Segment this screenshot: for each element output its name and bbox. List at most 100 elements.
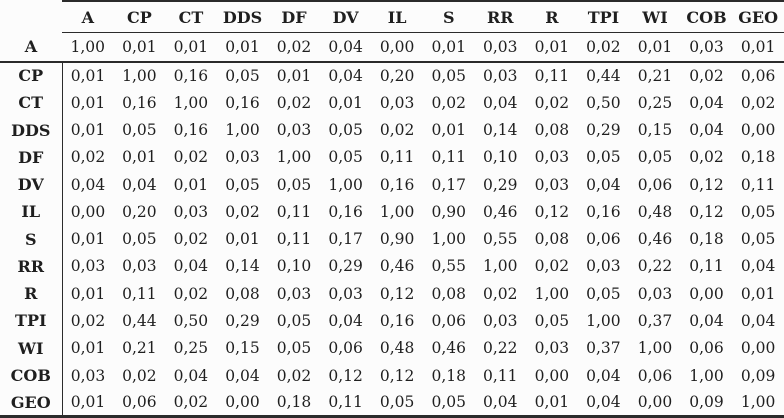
cell-il-r: 0,12 [534, 202, 570, 221]
cell-s-dv: 0,17 [328, 230, 363, 249]
cell-dds-il: 0,02 [379, 121, 415, 139]
cell-ct-wi: 0,25 [637, 93, 673, 112]
cell-df-r: 0,03 [534, 148, 570, 167]
cell-dv-cp: 0,04 [122, 175, 157, 194]
cell-wi-df: 0,05 [276, 339, 312, 358]
table-row-r: R 0,01 0,11 0,02 0,08 0,03 0,03 0,12 0,08 0,02 1,0… [0, 280, 784, 308]
row-header-a: A [0, 32, 62, 63]
column-header-a: A [62, 0, 114, 33]
cell-ct-dds: 0,16 [225, 93, 260, 112]
cell-cp-rr: 0,03 [483, 66, 518, 85]
row-header-cob: COB [0, 361, 63, 390]
cell-s-wi: 0,46 [637, 230, 673, 249]
cell-rr-dds: 0,14 [225, 257, 260, 276]
cell-dv-il: 0,16 [379, 175, 415, 194]
cell-rr-cob: 0,11 [689, 257, 724, 276]
cell-dds-geo: 0,00 [740, 121, 776, 139]
cell-dds-ct: 0,16 [173, 121, 209, 139]
cell-cob-cp: 0,02 [122, 366, 157, 385]
cell-r-ct: 0,02 [173, 284, 209, 303]
cell-tpi-cp: 0,44 [122, 311, 157, 330]
cell-a-cob: 0,03 [680, 32, 733, 63]
cell-df-cp: 0,01 [122, 148, 157, 167]
cell-ct-df: 0,02 [276, 93, 312, 112]
cell-r-geo: 0,01 [740, 284, 776, 303]
cell-cp-geo: 0,06 [740, 66, 776, 85]
cell-df-wi: 0,05 [637, 148, 673, 167]
row-header-tpi: TPI [0, 307, 63, 335]
cell-rr-df: 0,10 [276, 257, 312, 276]
cell-ct-s: 0,02 [431, 93, 466, 112]
cell-s-tpi: 0,06 [586, 230, 621, 249]
column-header-wi: WI [629, 0, 681, 33]
cell-dds-cob: 0,04 [689, 121, 724, 139]
cell-r-tpi: 0,05 [586, 284, 621, 303]
cell-ct-a: 0,01 [70, 93, 106, 112]
table-row-rr: RR 0,03 0,03 0,04 0,14 0,10 0,29 0,46 0,55 1,00 0,… [0, 252, 784, 281]
cell-cob-s: 0,18 [431, 366, 466, 385]
cell-df-ct: 0,02 [173, 148, 209, 167]
cell-r-a: 0,01 [70, 284, 106, 303]
column-header-dv: DV [319, 0, 372, 33]
cell-il-a: 0,00 [70, 202, 106, 221]
cell-dv-dv: 1,00 [328, 175, 363, 194]
cell-geo-df: 0,18 [268, 389, 320, 418]
cell-cob-df: 0,02 [276, 366, 312, 385]
cell-wi-tpi: 0,37 [586, 339, 621, 358]
cell-r-il: 0,12 [379, 284, 415, 303]
cell-tpi-df: 0,05 [276, 311, 312, 330]
row-header-cp: CP [0, 61, 63, 90]
cell-ct-dv: 0,01 [328, 93, 363, 112]
cell-dds-df: 0,03 [276, 121, 312, 139]
cell-wi-r: 0,03 [534, 339, 570, 358]
row-header-dv: DV [0, 170, 63, 199]
cell-il-geo: 0,05 [740, 202, 776, 221]
cell-ct-cob: 0,04 [689, 93, 724, 112]
cell-dv-dds: 0,05 [225, 175, 260, 194]
table-row-dds: DDS 0,01 0,05 0,16 1,00 0,03 0,05 0,02 0,01 0,14 0… [0, 116, 784, 144]
cell-rr-geo: 0,04 [740, 257, 776, 276]
cell-tpi-geo: 0,04 [740, 311, 776, 330]
cell-s-a: 0,01 [70, 230, 106, 249]
cell-cp-tpi: 0,44 [586, 66, 621, 85]
table-row-cp: CP 0,01 1,00 0,16 0,05 0,01 0,04 0,20 0,05 0,03 0,… [0, 61, 784, 90]
cell-dds-tpi: 0,29 [586, 121, 621, 139]
cell-r-cob: 0,00 [689, 284, 724, 303]
cell-a-dv: 0,04 [319, 32, 372, 63]
row-header-dds: DDS [0, 116, 63, 144]
column-header-cp: CP [113, 0, 166, 33]
cell-cob-dds: 0,04 [225, 366, 260, 385]
cell-s-geo: 0,05 [740, 230, 776, 249]
cell-dv-tpi: 0,04 [586, 175, 621, 194]
cell-tpi-ct: 0,50 [173, 311, 209, 330]
cell-rr-wi: 0,22 [637, 257, 673, 276]
cell-ct-geo: 0,02 [740, 93, 776, 112]
cell-df-dv: 0,05 [328, 148, 363, 167]
cell-geo-wi: 0,00 [629, 389, 681, 418]
cell-wi-a: 0,01 [70, 339, 106, 358]
cell-geo-rr: 0,04 [474, 389, 527, 418]
cell-cob-il: 0,12 [379, 366, 415, 385]
cell-il-rr: 0,46 [483, 202, 518, 221]
cell-il-dds: 0,02 [225, 202, 260, 221]
cell-s-s: 1,00 [431, 230, 466, 249]
cell-r-s: 0,08 [431, 284, 466, 303]
table-header: A CP CT DDS DF DV IL S RR R TPI WI COB GEO [0, 0, 784, 33]
cell-tpi-dds: 0,29 [225, 311, 260, 330]
cell-ct-il: 0,03 [379, 93, 415, 112]
cell-cp-dv: 0,04 [328, 66, 363, 85]
cell-ct-r: 0,02 [534, 93, 570, 112]
cell-dv-a: 0,04 [70, 175, 106, 194]
cell-cob-ct: 0,04 [173, 366, 209, 385]
column-header-il: IL [371, 0, 423, 33]
column-header-dds: DDS [216, 0, 269, 33]
cell-il-s: 0,90 [431, 202, 466, 221]
cell-ct-cp: 0,16 [122, 93, 157, 112]
cell-geo-geo: 1,00 [732, 389, 784, 418]
cell-rr-ct: 0,04 [173, 257, 209, 276]
cell-tpi-a: 0,02 [70, 311, 106, 330]
cell-dds-rr: 0,14 [483, 121, 518, 139]
cell-cp-ct: 0,16 [173, 66, 209, 85]
cell-cob-dv: 0,12 [328, 366, 363, 385]
